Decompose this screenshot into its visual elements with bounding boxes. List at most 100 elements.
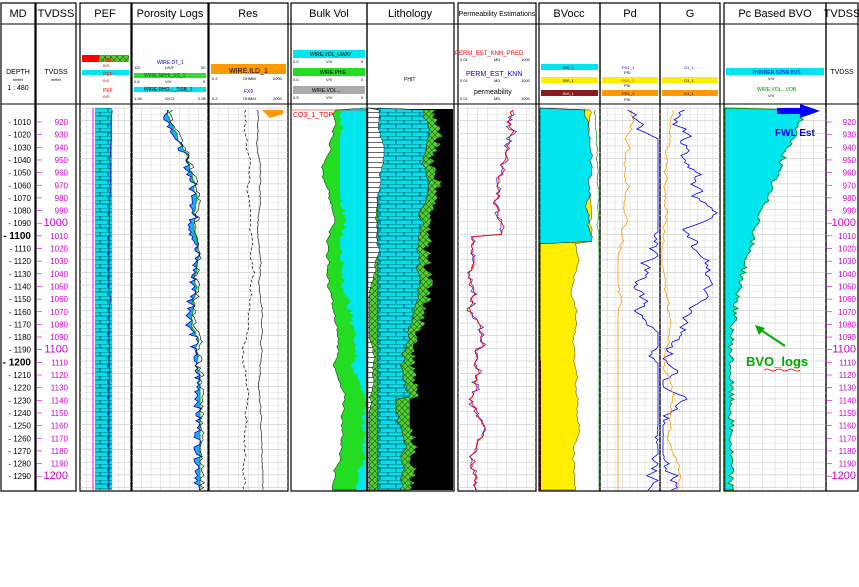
pef-track (92, 108, 113, 490)
perm-right-1: 1000 (521, 57, 531, 62)
title-lithology: Lithology (388, 8, 433, 20)
tvdss-tick-label: 1020 (50, 245, 68, 254)
bv-swatch-3 (293, 86, 365, 94)
tvdss-tick-label: 960 (843, 169, 857, 178)
md-tick-label: - 1130 (9, 270, 32, 279)
md-tick-label: - 1180 (9, 333, 32, 342)
tvdss-tick-label: 1130 (51, 384, 69, 393)
md-tick-label: - 1110 (10, 245, 32, 254)
md-tick-label: - 1250 (8, 422, 31, 431)
bvo-logs-underline (763, 368, 801, 372)
tvdss-tick-label: 1150 (839, 409, 857, 418)
tvdss-tick-label: 960 (55, 169, 69, 178)
perm-left-3: 0.01 (460, 96, 469, 101)
tvdss-tick-label: 950 (843, 156, 857, 165)
bvocc-curve-3: BVI_1 (563, 91, 575, 96)
rho-curve (168, 109, 206, 491)
bvocc-green-curve (594, 109, 600, 490)
perm-unit-3: MD (494, 96, 500, 101)
bvocc-curve-2: BVI_1 (563, 78, 575, 83)
tvdss-tick-label: 1000 (832, 217, 856, 229)
g-curve-3: G1_1 (684, 91, 695, 96)
tvdss-right-label: TVDSS (830, 69, 854, 76)
tvdss-tick-label: 1110 (51, 358, 68, 367)
tvdss-tick-label: 970 (843, 181, 857, 190)
bvo-swatch-1 (726, 68, 824, 75)
bvo-pointer-head-icon (755, 325, 765, 335)
md-depth-labels: - 1010 - 1020 - 1030 - 1040 - 1050 - 1060 - 10… (3, 118, 32, 481)
bvo-logs-label: BVO_logs (746, 354, 808, 369)
tvdss-tick-label: 1080 (50, 320, 68, 329)
bvocc-track (539, 107, 600, 491)
bvo-unit-1: V/V (768, 76, 775, 81)
frame-md (0, 2, 36, 492)
title-bvocc: BVocc (553, 8, 585, 20)
tvdss-tick-label: 1040 (50, 270, 68, 279)
res-left-1: 0.2 (212, 76, 218, 81)
tvdss-tick-label: 1120 (51, 371, 69, 380)
title-porosity: Porosity Logs (137, 8, 204, 20)
perm-left-2: 0.01 (460, 78, 469, 83)
pef-label-2: B/E (103, 78, 110, 83)
bvocc-cyan-fill (539, 107, 593, 490)
lith-shale-fill (367, 107, 385, 491)
title-tvdss-left: TVDSS (38, 8, 75, 20)
bv-unit-2: V/V (326, 77, 333, 82)
perm-pred-curve (467, 109, 515, 491)
por-left-1: 110 (134, 65, 141, 70)
por-unit-3: G/C3 (165, 96, 175, 101)
tvdss-tick-label: 1100 (44, 344, 68, 356)
tvdss-tick-label: 1120 (839, 371, 857, 380)
pd-curve-3: PD1_1 (622, 91, 635, 96)
por-curve-1: WIRE.DT_1 (157, 60, 184, 66)
tvdss-tick-label: 1080 (838, 320, 856, 329)
perm-curve-1: PERM_EST_KNN_PRED (455, 51, 524, 57)
pef-swatch-1 (82, 55, 99, 62)
md-tick-label: - 1170 (9, 320, 32, 329)
bvo-pointer-line (757, 327, 786, 347)
md-tick-label: - 1260 (8, 434, 31, 443)
perm-right-2: 1000 (521, 78, 531, 83)
title-bvo: Pc Based BVO (738, 8, 812, 20)
title-perm: Permeability Estimations (459, 11, 536, 18)
tvdss-left-label: TVDSS (44, 69, 68, 76)
ild-curve (242, 109, 255, 491)
pef-fill (95, 108, 112, 490)
g-swatch-3 (662, 90, 718, 96)
tvdss-tick-label: 1170 (51, 434, 69, 443)
md-tick-label: - 1100 (3, 231, 31, 242)
pd-curve-2: PD1_1 (622, 78, 635, 83)
por-right-2: 0 (203, 79, 206, 84)
md-tick-label: - 1190 (9, 346, 32, 355)
por-unit-1: US/F (165, 65, 175, 70)
title-md: MD (9, 8, 26, 20)
frame-tvdss-left (35, 2, 77, 492)
md-tick-label: - 1140 (9, 282, 32, 291)
pd-swatch-3 (602, 90, 658, 96)
lithology-track (367, 107, 453, 491)
bv-water-fill (340, 108, 366, 490)
header-detail: DEPTH 1 : 480 meter TVDSS meter TVDSS PE… (6, 50, 854, 102)
tvdss-tick-label: 1170 (839, 434, 857, 443)
tvdss-tick-label: 1070 (838, 308, 856, 317)
g-curve-2: G1_1 (684, 78, 695, 83)
md-tick-label: - 1010 (8, 118, 31, 127)
tvdss-tick-label: 1160 (839, 422, 857, 431)
md-tick-label: - 1160 (9, 308, 32, 317)
res-unit-1: OHMM (243, 76, 256, 81)
perm-unit-2: MD (494, 78, 500, 83)
tvdss-tick-label: 1050 (50, 282, 68, 291)
md-scale-bottom: 1 : 480 (7, 85, 29, 92)
tvdss-tick-label: 1070 (50, 308, 68, 317)
por-curve-3: WIRE.RHO..._DSB_1 (144, 87, 193, 93)
pef-blue-curve (108, 109, 113, 490)
bv-swatch-2 (293, 68, 365, 76)
tvdss-tick-label: 1050 (838, 282, 856, 291)
md-tick-label: - 1150 (9, 295, 32, 304)
bv-left-2: 0.5 (293, 77, 299, 82)
pd-g-tracks (617, 109, 719, 491)
fx9-curve (256, 109, 264, 491)
pef-label-3: B/E (103, 94, 110, 99)
tvdss-tick-label: 990 (55, 207, 69, 216)
